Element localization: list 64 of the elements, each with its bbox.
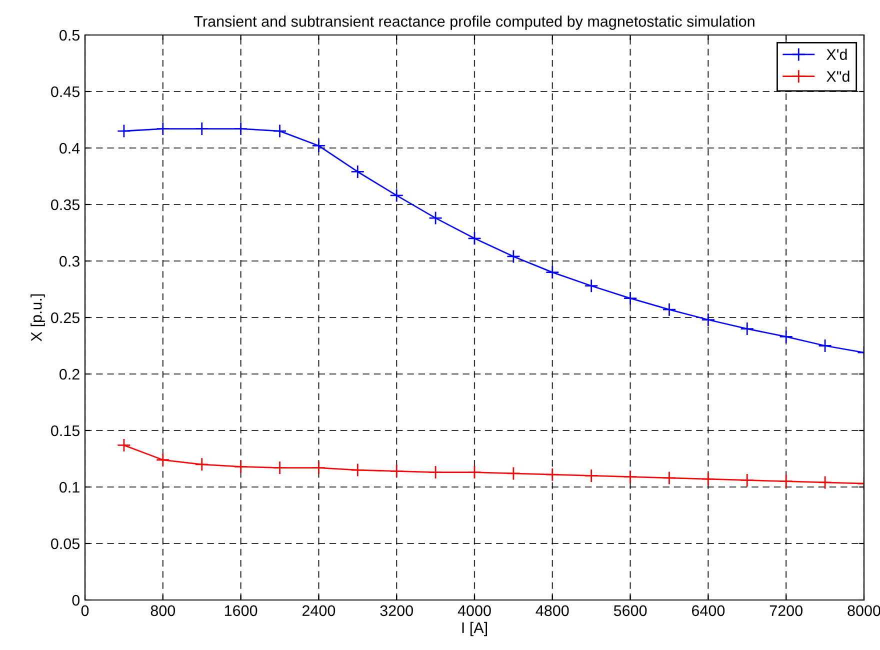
point xyxy=(584,278,598,293)
x-axis-title: I [A] xyxy=(462,622,487,636)
point xyxy=(272,124,287,138)
point xyxy=(506,250,520,264)
x-tick-label: 4800 xyxy=(536,605,569,616)
point xyxy=(623,291,638,306)
point xyxy=(740,322,754,336)
y-tick-label: 0.5 xyxy=(60,30,80,41)
x-tick-label: 3200 xyxy=(380,605,413,616)
point xyxy=(818,476,832,490)
x-tick-label: 0 xyxy=(81,605,89,616)
point xyxy=(234,460,248,474)
y-tick-label: 0.2 xyxy=(60,368,80,380)
point xyxy=(779,474,794,488)
x-tick-label: 4000 xyxy=(458,605,491,616)
y-tick-label: 0.15 xyxy=(51,425,80,436)
y-tick-label: 0.05 xyxy=(51,538,80,550)
y-tick-label: 0.45 xyxy=(51,86,80,98)
y-tick-label: 0.3 xyxy=(60,256,80,267)
point xyxy=(662,302,676,317)
point xyxy=(468,231,482,246)
y-tick-label: 0.25 xyxy=(51,312,80,324)
point xyxy=(545,468,560,482)
point xyxy=(545,265,560,280)
y-tick-label: 0.1 xyxy=(60,482,80,493)
point xyxy=(156,122,170,136)
point xyxy=(312,138,326,153)
point xyxy=(194,457,209,472)
y-axis-title: X [p.u.] xyxy=(30,294,45,342)
point xyxy=(117,438,131,452)
x-tick-label: 800 xyxy=(150,605,176,616)
y-tick-label: 0 xyxy=(72,594,80,606)
point xyxy=(701,472,716,486)
point xyxy=(272,460,287,475)
x-tick-label: 7200 xyxy=(770,605,802,616)
point xyxy=(390,188,404,202)
point xyxy=(584,468,598,483)
point xyxy=(117,124,131,138)
point xyxy=(779,330,794,344)
point xyxy=(194,122,209,136)
legend-label: X'd xyxy=(826,48,847,60)
point xyxy=(428,465,442,480)
point xyxy=(350,463,365,477)
point xyxy=(740,473,754,488)
point xyxy=(623,470,638,484)
point xyxy=(390,464,404,478)
point xyxy=(506,466,520,480)
x-tick-label: 8000 xyxy=(848,605,880,616)
x-tick-label: 2400 xyxy=(302,605,336,616)
point xyxy=(350,164,365,179)
point xyxy=(818,338,832,353)
point xyxy=(662,471,676,485)
point xyxy=(312,460,326,475)
y-tick-label: 0.4 xyxy=(60,142,80,154)
x-tick-label: 1600 xyxy=(224,605,258,616)
legend-label: X"d xyxy=(826,70,850,82)
x-tick-label: 5600 xyxy=(614,605,647,616)
point xyxy=(428,211,442,226)
point xyxy=(156,452,170,467)
y-tick-label: 0.35 xyxy=(51,199,80,210)
point xyxy=(701,312,716,327)
chart-title: Transient and subtransient reactance profile computed by magnetostatic simulation xyxy=(194,16,754,30)
x-tick-label: 6400 xyxy=(692,605,725,616)
point xyxy=(468,465,482,480)
